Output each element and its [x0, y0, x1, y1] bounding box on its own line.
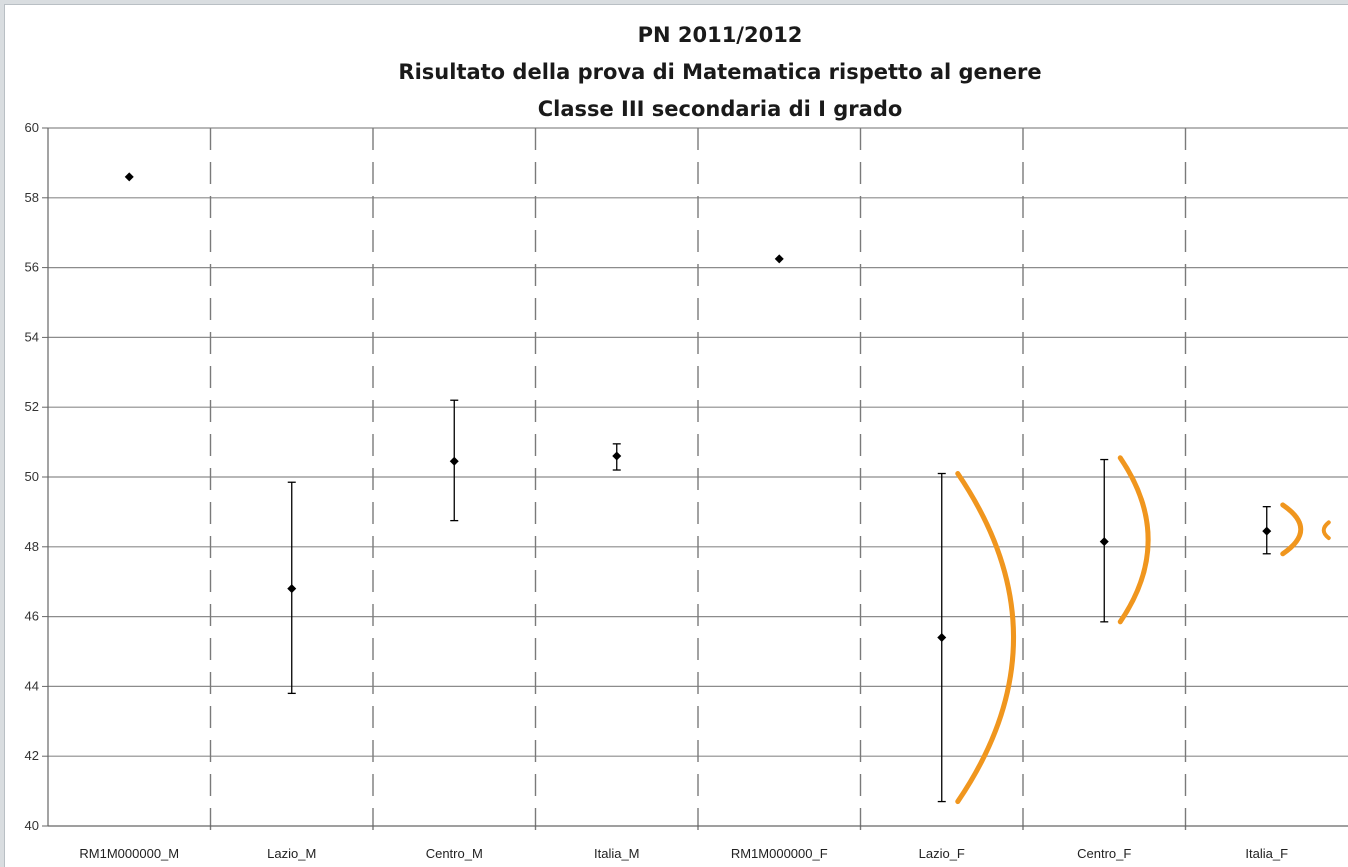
data-point: [1099, 537, 1109, 547]
y-tick-label: 52: [25, 399, 39, 414]
data-point: [937, 633, 947, 643]
data-point: [449, 456, 459, 466]
highlight-arcs: [955, 455, 1331, 805]
y-tick-label: 44: [25, 678, 39, 693]
y-tick-label: 58: [25, 190, 39, 205]
axes: [42, 127, 1348, 827]
x-tick-label: Lazio_F: [919, 846, 965, 861]
x-tick-label: RM1M000000_F: [731, 846, 828, 861]
highlight-arc-partial: [1321, 520, 1331, 541]
data-point: [774, 254, 784, 264]
title-line-3: Classe III secondaria di I grado: [538, 97, 903, 121]
y-tick-labels: 40 42 44 46 48 50 52 54 56 58 60: [25, 120, 39, 833]
y-tick-label: 42: [25, 748, 39, 763]
data-point: [1262, 526, 1272, 536]
error-bars: [287, 399, 1271, 803]
y-tick-label: 46: [25, 609, 39, 624]
y-tick-label: 50: [25, 469, 39, 484]
y-tick-label: 56: [25, 260, 39, 275]
title-line-2: Risultato della prova di Matematica risp…: [398, 60, 1041, 84]
x-tick-labels: RM1M000000_M Lazio_M Centro_M Italia_M RM1M0…: [79, 846, 1288, 861]
highlight-arc: [1280, 502, 1304, 557]
highlight-arc: [955, 471, 1017, 805]
data-point: [124, 172, 134, 182]
x-tick-label: Centro_M: [426, 846, 483, 861]
x-tick-label: Italia_M: [594, 846, 640, 861]
y-tick-label: 60: [25, 120, 39, 135]
data-point: [612, 451, 622, 461]
x-tick-label: RM1M000000_M: [79, 846, 179, 861]
title-line-1: PN 2011/2012: [638, 23, 803, 47]
highlight-arc: [1117, 455, 1151, 625]
category-separators: [209, 128, 1187, 832]
y-tick-label: 40: [25, 818, 39, 833]
x-tick-label: Lazio_M: [267, 846, 316, 861]
data-point: [287, 584, 297, 594]
chart-title: PN 2011/2012 Risultato della prova di Ma…: [398, 23, 1041, 121]
x-tick-label: Centro_F: [1077, 846, 1131, 861]
x-tick-label: Italia_F: [1245, 846, 1288, 861]
y-tick-label: 54: [25, 329, 39, 344]
chart-frame: [4, 4, 1348, 867]
y-tick-label: 48: [25, 539, 39, 554]
data-points: [124, 172, 1272, 643]
